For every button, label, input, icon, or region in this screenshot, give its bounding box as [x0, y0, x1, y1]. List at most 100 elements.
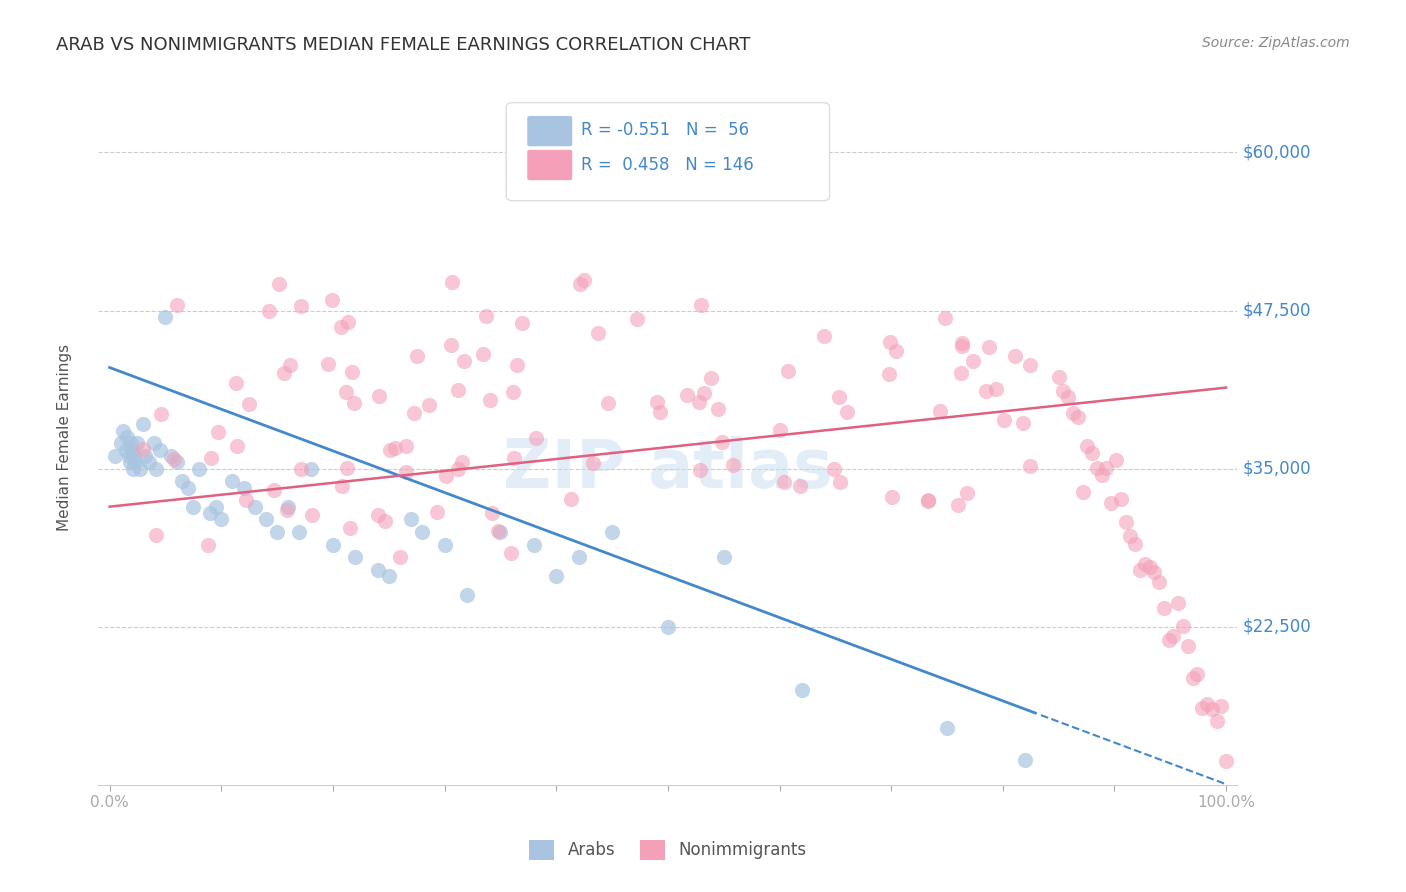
Nonimmigrants	[882, 490, 904, 504]
Nonimmigrants	[773, 475, 796, 489]
Nonimmigrants	[447, 383, 470, 397]
Nonimmigrants	[645, 395, 668, 409]
Nonimmigrants	[301, 508, 323, 523]
Arabs	[546, 569, 568, 583]
Arabs	[523, 538, 546, 552]
Nonimmigrants	[1019, 358, 1042, 372]
Nonimmigrants	[207, 425, 229, 439]
Arabs	[433, 538, 456, 552]
Arabs	[790, 683, 813, 698]
Arabs	[209, 512, 232, 526]
Nonimmigrants	[332, 478, 354, 492]
Text: $22,500: $22,500	[1243, 618, 1312, 636]
Nonimmigrants	[648, 405, 671, 419]
Nonimmigrants	[946, 498, 969, 512]
Arabs	[187, 461, 209, 475]
Nonimmigrants	[475, 310, 498, 324]
Nonimmigrants	[700, 371, 723, 385]
Nonimmigrants	[163, 451, 186, 466]
Nonimmigrants	[402, 405, 425, 419]
Nonimmigrants	[977, 340, 1000, 354]
Arabs	[243, 500, 266, 514]
Nonimmigrants	[478, 393, 501, 408]
Arabs	[166, 455, 188, 469]
Nonimmigrants	[1067, 409, 1090, 424]
Text: $60,000: $60,000	[1243, 144, 1312, 161]
Nonimmigrants	[689, 463, 711, 477]
Nonimmigrants	[1211, 699, 1233, 714]
Arabs	[411, 524, 433, 539]
Nonimmigrants	[1085, 460, 1108, 475]
Nonimmigrants	[789, 479, 811, 493]
Nonimmigrants	[828, 475, 851, 489]
Arabs	[172, 475, 194, 489]
Nonimmigrants	[693, 385, 716, 400]
Arabs	[149, 442, 172, 457]
Arabs	[138, 455, 160, 469]
Arabs	[120, 436, 142, 450]
Nonimmigrants	[226, 439, 249, 453]
Nonimmigrants	[343, 396, 366, 410]
Nonimmigrants	[238, 396, 260, 410]
Nonimmigrants	[950, 339, 973, 353]
Arabs	[288, 524, 311, 539]
Arabs	[160, 449, 183, 463]
Nonimmigrants	[1139, 560, 1161, 574]
Nonimmigrants	[1191, 700, 1213, 714]
Nonimmigrants	[472, 347, 495, 361]
Arabs	[567, 550, 589, 565]
Text: ARAB VS NONIMMIGRANTS MEDIAN FEMALE EARNINGS CORRELATION CHART: ARAB VS NONIMMIGRANTS MEDIAN FEMALE EARN…	[56, 36, 751, 54]
Text: Median Female Earnings: Median Female Earnings	[58, 343, 73, 531]
Nonimmigrants	[1181, 671, 1204, 685]
Nonimmigrants	[769, 423, 792, 437]
Nonimmigrants	[568, 277, 591, 291]
Arabs	[266, 524, 288, 539]
Nonimmigrants	[1167, 596, 1189, 610]
Nonimmigrants	[368, 389, 391, 403]
Arabs	[344, 550, 367, 565]
Nonimmigrants	[934, 311, 956, 326]
Arabs	[122, 449, 145, 463]
Nonimmigrants	[1153, 601, 1175, 615]
Arabs	[111, 424, 134, 438]
Nonimmigrants	[440, 275, 463, 289]
Nonimmigrants	[877, 368, 900, 382]
Text: R =  0.458   N = 146: R = 0.458 N = 146	[581, 156, 754, 174]
Nonimmigrants	[1105, 453, 1128, 467]
Nonimmigrants	[917, 493, 939, 508]
Nonimmigrants	[929, 404, 952, 418]
Nonimmigrants	[276, 502, 298, 516]
Nonimmigrants	[150, 408, 173, 422]
Nonimmigrants	[339, 521, 361, 535]
Nonimmigrants	[481, 506, 503, 520]
Nonimmigrants	[588, 326, 610, 340]
Nonimmigrants	[1171, 619, 1194, 633]
Nonimmigrants	[453, 354, 475, 368]
Nonimmigrants	[993, 413, 1015, 427]
Nonimmigrants	[406, 349, 429, 363]
Nonimmigrants	[336, 460, 359, 475]
Arabs	[121, 442, 143, 457]
Nonimmigrants	[823, 462, 845, 476]
Arabs	[936, 721, 959, 735]
Arabs	[221, 475, 243, 489]
Nonimmigrants	[321, 293, 343, 307]
Nonimmigrants	[273, 366, 295, 380]
Nonimmigrants	[1012, 417, 1035, 431]
Nonimmigrants	[1129, 563, 1152, 577]
Nonimmigrants	[510, 316, 533, 330]
Nonimmigrants	[1109, 491, 1132, 506]
Arabs	[299, 461, 322, 475]
Nonimmigrants	[707, 402, 730, 417]
Nonimmigrants	[290, 299, 312, 313]
Nonimmigrants	[884, 343, 907, 358]
Nonimmigrants	[1062, 406, 1084, 420]
Nonimmigrants	[269, 277, 291, 291]
Nonimmigrants	[166, 298, 188, 312]
Nonimmigrants	[560, 492, 582, 507]
Nonimmigrants	[502, 385, 524, 400]
Nonimmigrants	[336, 315, 359, 329]
Nonimmigrants	[450, 455, 472, 469]
Nonimmigrants	[962, 354, 984, 368]
Nonimmigrants	[1157, 632, 1180, 647]
